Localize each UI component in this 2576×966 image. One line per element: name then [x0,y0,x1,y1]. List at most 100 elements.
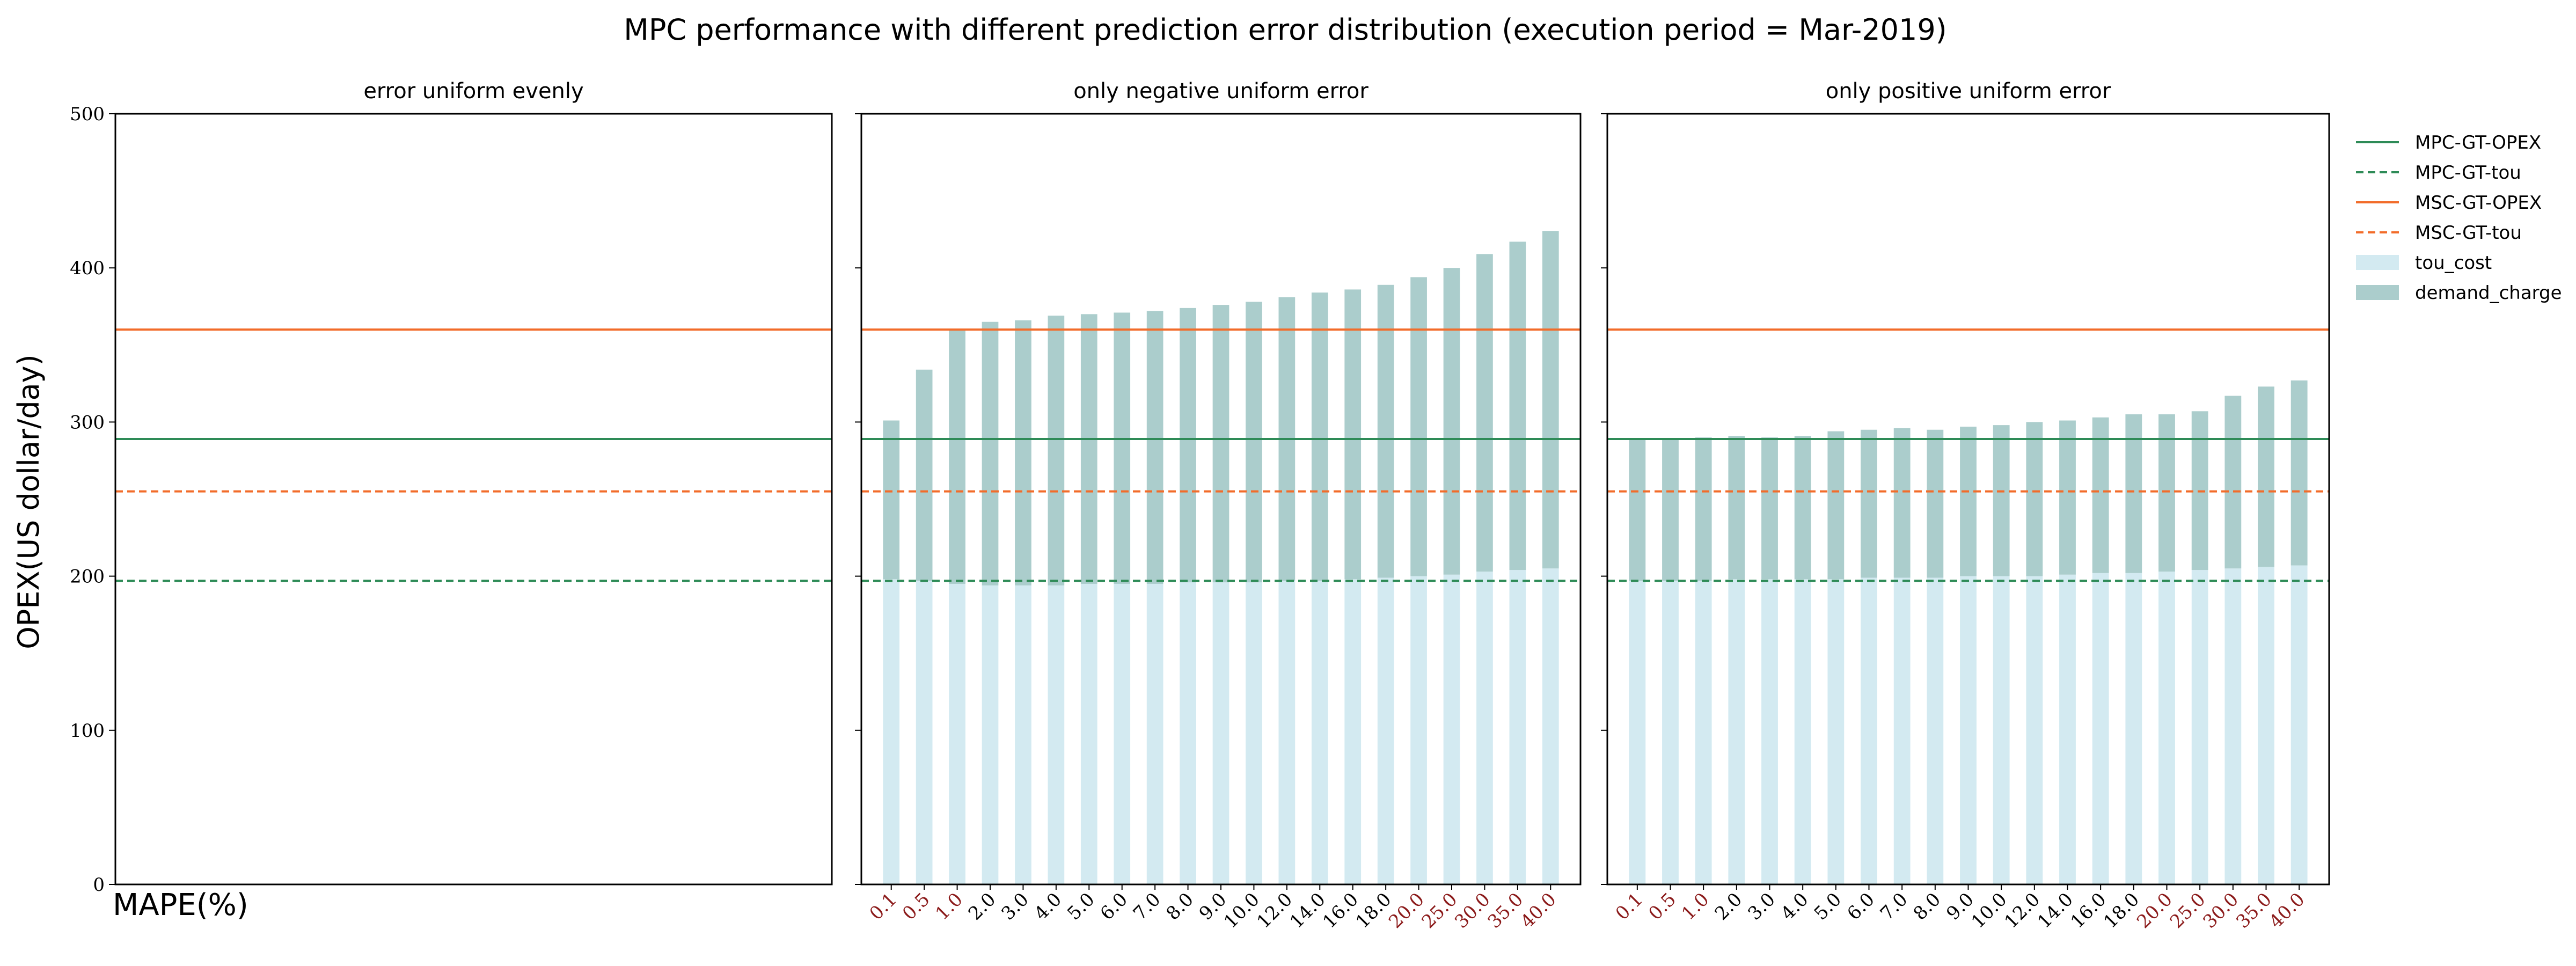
bar-tou-cost [1662,581,1679,884]
x-tick-label: 6.0 [1096,889,1132,925]
legend-patch [2356,285,2399,300]
bar-tou-cost [2224,568,2242,884]
panel-title: only negative uniform error [1073,79,1368,104]
bar-demand-charge [1377,284,1394,578]
panel-title: only positive uniform error [1826,79,2111,104]
bar-tou-cost [1278,581,1296,884]
bar-demand-charge [1662,438,1679,581]
bar-tou-cost [2059,574,2076,884]
axes-frame [114,113,833,885]
x-tick-label: 4.0 [1777,889,1813,925]
bar-tou-cost [1827,579,1845,884]
bar-demand-charge [1893,428,1911,578]
bar-demand-charge [1927,429,1944,578]
bar-demand-charge [1993,425,2010,576]
bar-tou-cost [1893,577,1911,884]
x-tick-label: 0.1 [1612,889,1648,925]
bar-tou-cost [1015,585,1031,884]
bar-tou-cost [1443,574,1460,884]
x-tick-label: 40.0 [2265,889,2309,933]
legend-label: tou_cost [2415,252,2492,274]
bar-demand-charge [2059,420,2076,575]
bar-tou-cost [916,581,933,884]
bar-demand-charge [1761,437,1778,580]
bar-demand-charge [1246,302,1262,583]
panel-1: 0 100 200 300 400 500 error uniform evenly [70,79,833,896]
x-tick-label: 14.0 [1286,889,1330,933]
bar-tou-cost [1410,576,1427,884]
x-tick-label: 20.0 [2133,889,2177,933]
bar-tou-cost [1794,579,1811,884]
bar-tou-cost [1146,583,1163,884]
legend-label: MSC-GT-tou [2415,222,2522,244]
x-tick-label: 0.1 [866,889,902,925]
bar-demand-charge [1443,268,1460,575]
bar-demand-charge [1410,277,1427,576]
bar-demand-charge [1509,241,1526,570]
y-tick-label: 200 [70,566,105,588]
x-tick-label: 1.0 [1678,889,1714,925]
y-axis-label: OPEX(US dollar/day) [12,354,46,649]
bar-demand-charge [982,321,999,586]
bar-tou-cost [2026,576,2043,884]
x-tick-label: 3.0 [997,889,1033,925]
legend-label: MPC-GT-OPEX [2415,132,2541,153]
x-tick-label: 2.0 [1711,889,1747,925]
legend-item: demand_charge [2356,282,2562,304]
bar-tou-cost [1927,577,1944,884]
bar-demand-charge [1629,438,1646,581]
bar-tou-cost [982,585,999,884]
x-tick-label: 20.0 [1385,889,1429,933]
bar-tou-cost [1180,582,1196,884]
bar-tou-cost [1993,576,2010,884]
bar-tou-cost [1476,571,1493,884]
x-tick-label: 12.0 [2000,889,2044,933]
bar-demand-charge [1015,320,1031,586]
bar-demand-charge [2125,414,2142,573]
bar-demand-charge [1960,427,1977,576]
legend: MPC-GT-OPEX MPC-GT-tou MSC-GT-OPEX MSC-GT-t… [2356,132,2562,304]
x-tick-label: 40.0 [1517,889,1561,933]
x-tick-label: 30.0 [1451,889,1495,933]
legend-patch [2356,255,2399,270]
x-tick-label: 10.0 [1220,889,1264,933]
x-tick-label: 16.0 [1319,889,1363,933]
x-axis-label: MAPE(%) [113,888,248,923]
bar-demand-charge [1311,292,1328,581]
bar-tou-cost [1311,581,1328,884]
bar-demand-charge [1861,429,1877,578]
x-tick-label: 4.0 [1030,889,1066,925]
x-tick-label: 35.0 [2232,889,2276,933]
bar-demand-charge [2092,417,2109,573]
bar-tou-cost [1246,582,1262,884]
x-tick-label: 35.0 [1483,889,1527,933]
x-tick-label: 30.0 [2199,889,2243,933]
x-tick-label: 18.0 [2099,889,2143,933]
legend-label: demand_charge [2415,282,2562,304]
bar-tou-cost [949,583,965,884]
x-tick-label: 8.0 [1909,889,1945,925]
bar-tou-cost [1960,576,1977,884]
bar-demand-charge [1114,312,1131,584]
bar-tou-cost [2092,573,2109,884]
panel-title: error uniform evenly [363,79,583,104]
bar-demand-charge [2224,396,2242,569]
y-tick-label: 500 [70,104,105,125]
bar-tou-cost [2125,573,2142,884]
bar-tou-cost [1542,568,1559,884]
bar-demand-charge [1344,289,1362,580]
bar-demand-charge [2158,414,2175,572]
y-tick-label: 100 [70,720,105,742]
bar-tou-cost [2191,570,2208,884]
bar-tou-cost [1048,585,1065,884]
bar-tou-cost [2290,565,2308,884]
panel-3: 0.10.51.02.03.04.05.06.07.08.09.010.012.… [1601,79,2330,933]
legend-item: MSC-GT-tou [2356,222,2522,244]
bar-tou-cost [883,579,900,884]
bar-demand-charge [1180,308,1196,583]
bar-tou-cost [1695,581,1712,884]
figure-title: MPC performance with different predictio… [624,13,1947,47]
axes-frame [860,113,1582,885]
x-tick-label: 0.5 [1644,889,1680,925]
